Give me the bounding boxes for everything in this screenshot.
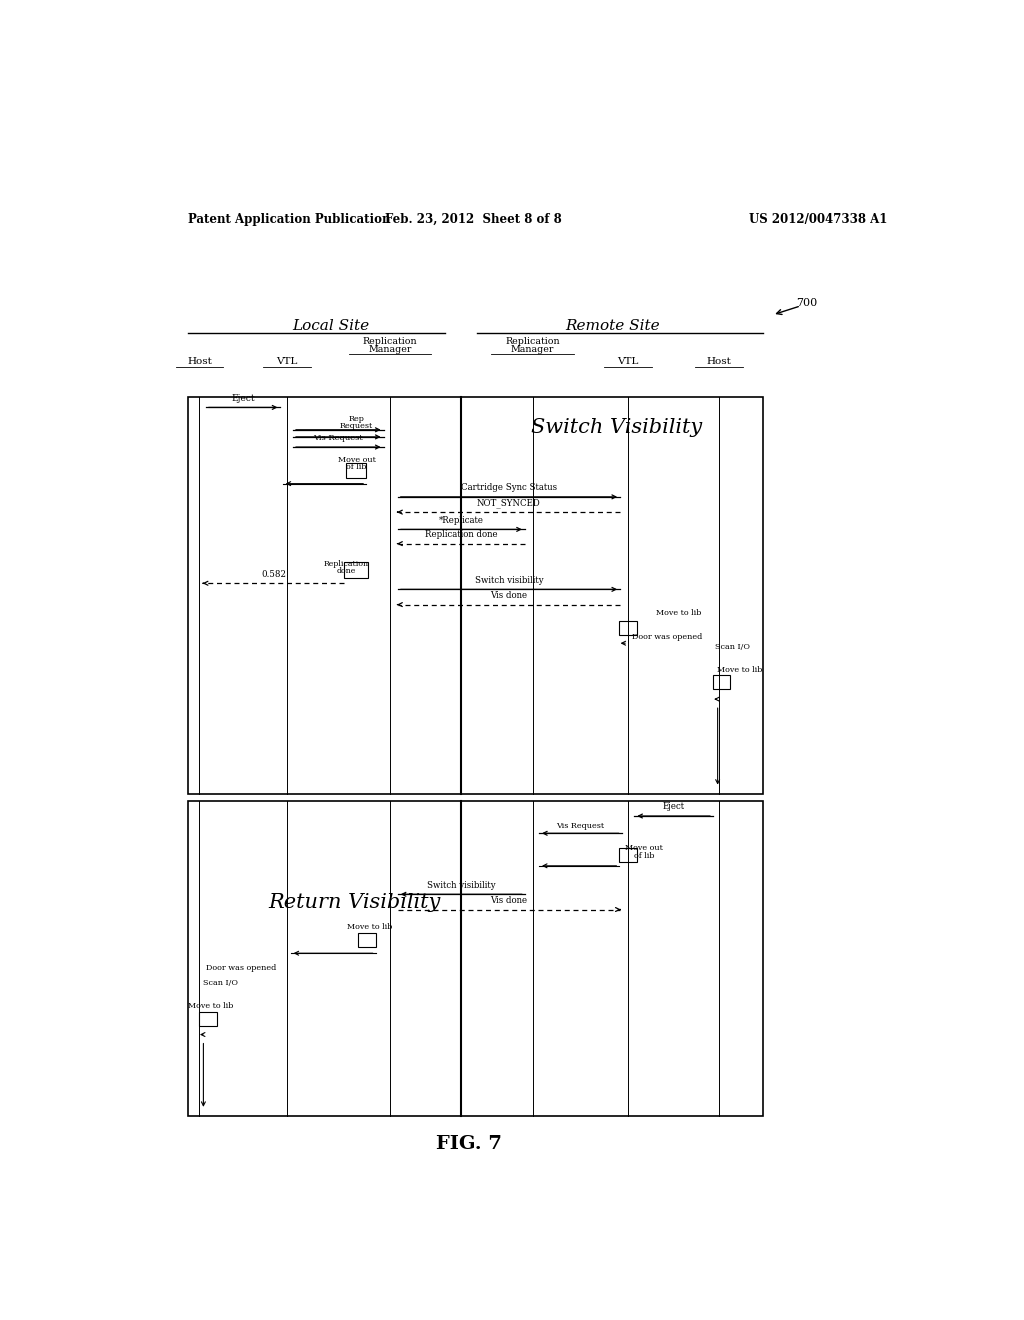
Text: Vis Request: Vis Request: [313, 434, 364, 442]
Bar: [200, 1012, 217, 1027]
Bar: [187, 801, 763, 1115]
Text: VTL: VTL: [617, 358, 639, 366]
Bar: [344, 562, 368, 578]
Bar: [620, 847, 637, 862]
Text: Switch visibility: Switch visibility: [427, 880, 496, 890]
Text: Move to lib: Move to lib: [717, 665, 762, 673]
Text: Replication: Replication: [506, 337, 560, 346]
Bar: [187, 397, 763, 793]
Text: Return Visibility: Return Visibility: [268, 892, 440, 912]
Text: of lib: of lib: [634, 851, 654, 859]
Text: Manager: Manager: [511, 345, 554, 354]
Text: Eject: Eject: [231, 393, 255, 403]
Text: Rep: Rep: [348, 414, 365, 422]
Text: 0.582: 0.582: [261, 570, 286, 578]
Text: NOT_SYNCED: NOT_SYNCED: [477, 498, 541, 508]
Text: Feb. 23, 2012  Sheet 8 of 8: Feb. 23, 2012 Sheet 8 of 8: [385, 213, 561, 226]
Text: Scan I/O: Scan I/O: [715, 643, 751, 651]
Text: Move to lib: Move to lib: [347, 923, 393, 931]
Text: Eject: Eject: [663, 803, 685, 812]
Text: *Replicate: *Replicate: [439, 516, 483, 525]
Bar: [713, 675, 730, 689]
Text: VTL: VTL: [276, 358, 297, 366]
Text: Host: Host: [187, 358, 212, 366]
Text: Request: Request: [340, 421, 373, 430]
Text: Replication done: Replication done: [425, 529, 498, 539]
Bar: [358, 933, 376, 948]
Text: Switch visibility: Switch visibility: [474, 576, 544, 585]
Bar: [346, 463, 367, 478]
Text: Vis Request: Vis Request: [556, 822, 604, 830]
Text: Remote Site: Remote Site: [565, 319, 659, 333]
Text: Door was opened: Door was opened: [632, 634, 702, 642]
Text: Manager: Manager: [369, 345, 412, 354]
Text: Switch Visibility: Switch Visibility: [530, 418, 701, 437]
Text: Vis done: Vis done: [490, 591, 527, 601]
Text: Move to lib: Move to lib: [187, 1002, 233, 1010]
Text: Local Site: Local Site: [292, 319, 369, 333]
Text: US 2012/0047338 A1: US 2012/0047338 A1: [750, 213, 888, 226]
Text: Move out: Move out: [625, 843, 663, 851]
Text: 700: 700: [796, 298, 817, 308]
Text: Host: Host: [707, 358, 732, 366]
Text: Move to lib: Move to lib: [655, 609, 701, 616]
Text: Replication: Replication: [362, 337, 417, 346]
Text: of lib: of lib: [346, 463, 367, 471]
Text: Move out: Move out: [338, 457, 376, 465]
Text: Vis done: Vis done: [490, 896, 527, 906]
Bar: [620, 620, 637, 635]
Text: Door was opened: Door was opened: [206, 965, 276, 973]
Text: Scan I/O: Scan I/O: [204, 978, 239, 987]
Text: Replication: Replication: [324, 560, 369, 568]
Text: done: done: [337, 568, 356, 576]
Text: Patent Application Publication: Patent Application Publication: [187, 213, 390, 226]
Text: FIG. 7: FIG. 7: [436, 1135, 502, 1154]
Text: Cartridge Sync Status: Cartridge Sync Status: [461, 483, 557, 492]
